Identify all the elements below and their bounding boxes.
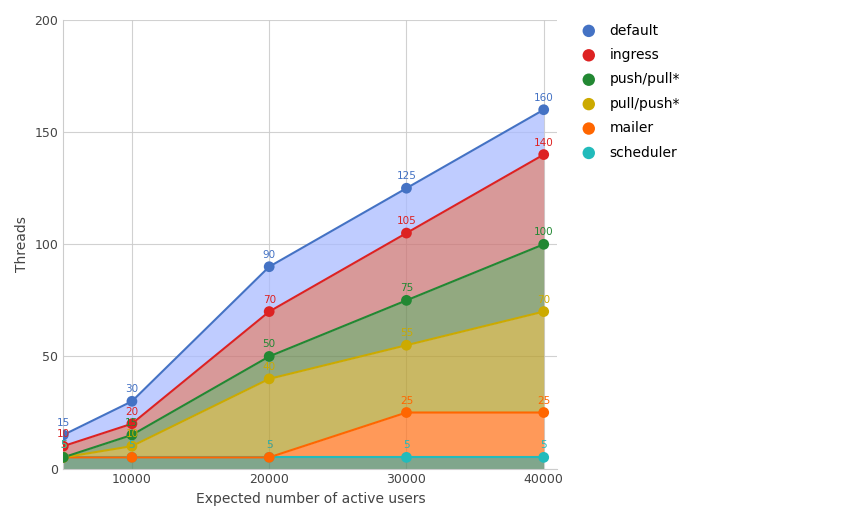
- Text: 5: 5: [60, 440, 66, 451]
- Point: [537, 453, 551, 462]
- Text: 5: 5: [129, 440, 135, 451]
- Legend: default, ingress, push/pull*, pull/push*, mailer, scheduler: default, ingress, push/pull*, pull/push*…: [569, 18, 685, 165]
- Point: [537, 106, 551, 114]
- Point: [125, 419, 139, 428]
- Text: 10: 10: [125, 429, 139, 439]
- Text: 5: 5: [60, 440, 66, 451]
- Text: 15: 15: [56, 418, 70, 428]
- Text: 5: 5: [129, 440, 135, 451]
- Text: 55: 55: [399, 328, 413, 338]
- Text: 10: 10: [56, 429, 70, 439]
- Point: [56, 442, 70, 450]
- Point: [262, 375, 276, 383]
- Point: [262, 453, 276, 462]
- Point: [537, 307, 551, 316]
- Text: 5: 5: [403, 440, 410, 451]
- Text: 5: 5: [60, 440, 66, 451]
- Point: [56, 431, 70, 439]
- Text: 5: 5: [541, 440, 547, 451]
- Text: 5: 5: [60, 440, 66, 451]
- Text: 25: 25: [537, 395, 550, 405]
- Point: [399, 408, 413, 417]
- Point: [262, 352, 276, 361]
- Point: [399, 184, 413, 192]
- Text: 15: 15: [125, 418, 139, 428]
- Point: [56, 453, 70, 462]
- Point: [56, 453, 70, 462]
- Text: 30: 30: [125, 384, 139, 394]
- Point: [125, 397, 139, 405]
- Text: 50: 50: [262, 340, 276, 350]
- Point: [537, 408, 551, 417]
- Point: [399, 453, 413, 462]
- Point: [125, 431, 139, 439]
- Text: 5: 5: [266, 440, 272, 451]
- Text: 160: 160: [534, 93, 553, 103]
- Point: [262, 453, 276, 462]
- Point: [56, 453, 70, 462]
- Text: 90: 90: [262, 250, 276, 260]
- Text: 40: 40: [262, 362, 276, 372]
- Point: [262, 263, 276, 271]
- Text: 105: 105: [397, 216, 416, 226]
- Text: 125: 125: [396, 171, 416, 181]
- Y-axis label: Threads: Threads: [15, 216, 29, 272]
- Text: 20: 20: [125, 407, 139, 417]
- Text: 70: 70: [537, 295, 550, 305]
- Point: [399, 296, 413, 305]
- Text: 100: 100: [534, 227, 553, 238]
- Text: 75: 75: [399, 283, 413, 293]
- Point: [56, 453, 70, 462]
- X-axis label: Expected number of active users: Expected number of active users: [196, 492, 426, 506]
- Point: [399, 341, 413, 350]
- Text: 5: 5: [266, 440, 272, 451]
- Text: 25: 25: [399, 395, 413, 405]
- Point: [537, 151, 551, 159]
- Point: [125, 453, 139, 462]
- Point: [125, 442, 139, 450]
- Point: [262, 307, 276, 316]
- Point: [399, 229, 413, 237]
- Text: 140: 140: [534, 138, 553, 147]
- Point: [125, 453, 139, 462]
- Text: 70: 70: [262, 295, 276, 305]
- Point: [537, 240, 551, 249]
